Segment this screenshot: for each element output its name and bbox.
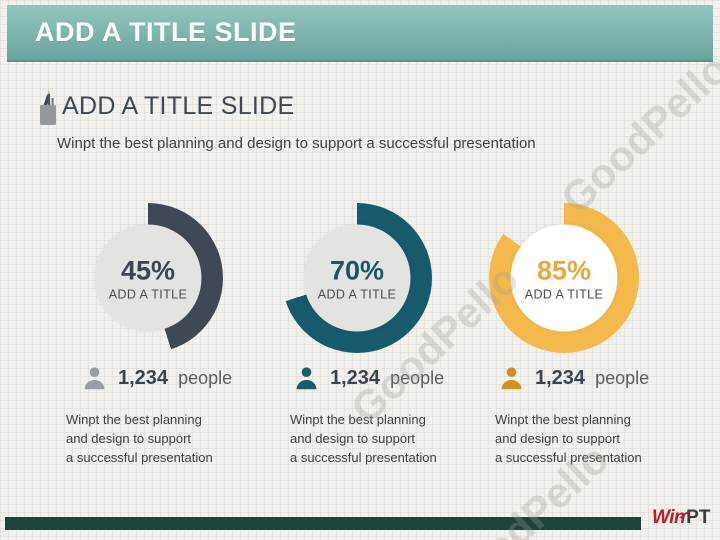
description-line: a successful presentation bbox=[290, 450, 437, 465]
person-icon bbox=[498, 365, 525, 392]
column-description: Winpt the best planning and design to su… bbox=[290, 410, 508, 467]
donut-hole: 85% ADD A TITLE bbox=[510, 224, 618, 332]
page-title: ADD A TITLE SLIDE bbox=[62, 92, 295, 120]
people-count: 1,234 bbox=[118, 366, 169, 389]
stat-column-1: 1,234 people Winpt the best planning and… bbox=[66, 362, 284, 467]
donut-chart-3: 85% ADD A TITLE bbox=[489, 203, 639, 353]
description-line: and design to support bbox=[66, 431, 192, 446]
slide-header-bar: ADD A TITLE SLIDE bbox=[7, 5, 713, 62]
description-line: Winpt the best planning bbox=[290, 412, 426, 427]
people-unit: people bbox=[178, 367, 233, 388]
stat-column-3: 1,234 people Winpt the best planning and… bbox=[495, 362, 713, 467]
page-subtitle: Winpt the best planning and design to su… bbox=[57, 135, 536, 152]
people-count-row: 1,234 people bbox=[498, 362, 713, 394]
person-icon bbox=[81, 365, 108, 392]
donut-hole: 70% ADD A TITLE bbox=[303, 224, 411, 332]
people-count: 1,234 bbox=[535, 366, 586, 389]
description-line: and design to support bbox=[290, 431, 416, 446]
donut-title: ADD A TITLE bbox=[317, 287, 397, 301]
description-line: Winpt the best planning bbox=[495, 412, 631, 427]
watermark-text: GoodPello bbox=[551, 44, 720, 223]
header-title: ADD A TITLE SLIDE bbox=[35, 17, 297, 47]
stat-column-2: 1,234 people Winpt the best planning and… bbox=[290, 362, 508, 467]
donut-title: ADD A TITLE bbox=[108, 287, 188, 301]
pencil-cup-icon bbox=[36, 90, 60, 131]
people-unit: people bbox=[595, 367, 650, 388]
people-unit: people bbox=[390, 367, 445, 388]
logo-pt: PT bbox=[686, 507, 711, 528]
description-line: and design to support bbox=[495, 431, 621, 446]
donut-chart-2: 70% ADD A TITLE bbox=[282, 203, 432, 353]
description-line: Winpt the best planning bbox=[66, 412, 202, 427]
logo-win: Win bbox=[652, 507, 686, 528]
description-line: a successful presentation bbox=[495, 450, 642, 465]
people-count: 1,234 bbox=[330, 366, 381, 389]
brand-logo: WinPT bbox=[652, 507, 710, 529]
column-description: Winpt the best planning and design to su… bbox=[66, 410, 284, 467]
people-count-row: 1,234 people bbox=[293, 362, 508, 394]
logo-swoosh-icon bbox=[679, 503, 690, 525]
donut-hole: 45% ADD A TITLE bbox=[94, 224, 202, 332]
person-icon bbox=[293, 365, 320, 392]
percent-value: 70% bbox=[329, 255, 385, 285]
footer-rule-bar bbox=[5, 517, 641, 530]
percent-value: 45% bbox=[120, 255, 176, 285]
percent-value: 85% bbox=[536, 255, 592, 285]
donut-title: ADD A TITLE bbox=[524, 287, 604, 301]
people-count-row: 1,234 people bbox=[81, 362, 284, 394]
column-description: Winpt the best planning and design to su… bbox=[495, 410, 713, 467]
donut-chart-1: 45% ADD A TITLE bbox=[73, 203, 223, 353]
description-line: a successful presentation bbox=[66, 450, 213, 465]
